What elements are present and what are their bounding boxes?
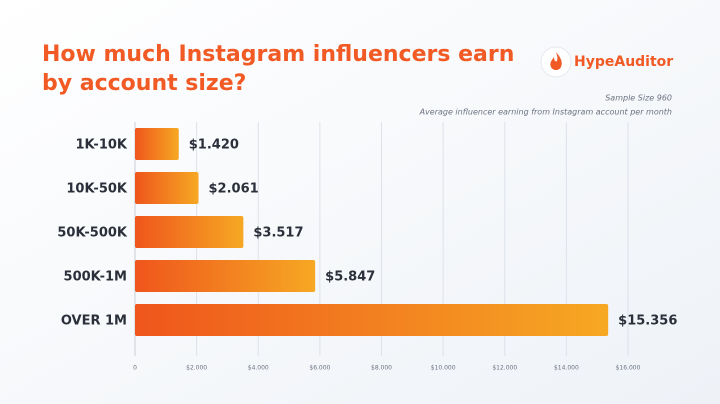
logo-icon (550, 52, 562, 70)
value-label: $1.420 (189, 138, 239, 153)
x-tick-label: $12.000 (492, 365, 517, 372)
y-tick-label: 10K-50K (66, 182, 128, 197)
bar (135, 172, 199, 204)
x-tick-label: $2.000 (186, 365, 207, 372)
x-tick-label: $4.000 (248, 365, 269, 372)
bar (135, 260, 316, 292)
x-tick-label: $16.000 (616, 365, 641, 372)
y-tick-label: 500K-1M (64, 270, 127, 285)
x-tick-label: $6.000 (309, 365, 330, 372)
chart-title: by account size? (42, 71, 246, 96)
y-tick-label: 1K-10K (75, 138, 127, 153)
bar (135, 128, 179, 160)
y-tick-label: OVER 1M (61, 314, 127, 329)
x-tick-label: 0 (133, 365, 137, 372)
value-label: $3.517 (253, 226, 303, 241)
bar (135, 304, 609, 336)
value-label: $5.847 (325, 270, 375, 285)
brand-name: HypeAuditor (574, 54, 673, 70)
y-tick-label: 50K-500K (57, 226, 128, 241)
value-label: $2.061 (209, 182, 259, 197)
value-label: $15.356 (618, 314, 677, 329)
sample-note: Sample Size 960 (605, 94, 672, 103)
x-tick-label: $8.000 (371, 365, 392, 372)
bar (135, 216, 244, 248)
x-tick-label: $10.000 (431, 365, 456, 372)
chart-title: How much Instagram influencers earn (42, 42, 514, 67)
chart-subtitle: Average influencer earning from Instagra… (419, 108, 672, 117)
x-tick-label: $14.000 (554, 365, 579, 372)
